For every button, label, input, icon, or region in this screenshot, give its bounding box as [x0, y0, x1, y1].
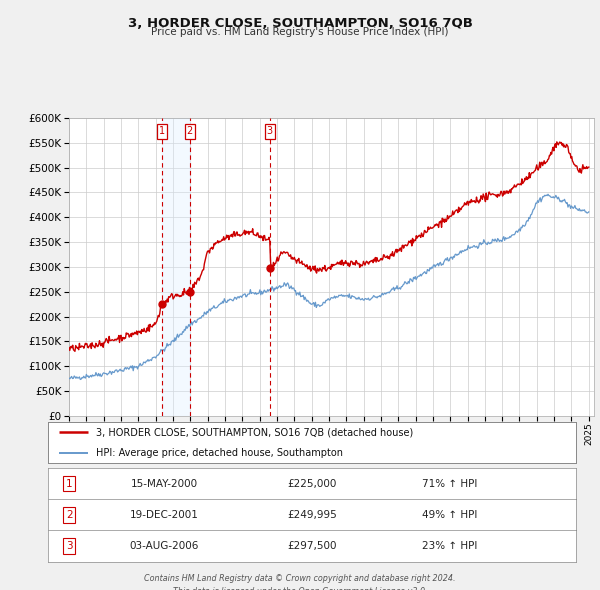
Text: HPI: Average price, detached house, Southampton: HPI: Average price, detached house, Sout… — [95, 448, 343, 458]
Text: 19-DEC-2001: 19-DEC-2001 — [130, 510, 199, 520]
Text: Price paid vs. HM Land Registry's House Price Index (HPI): Price paid vs. HM Land Registry's House … — [151, 27, 449, 37]
Text: 15-MAY-2000: 15-MAY-2000 — [131, 478, 198, 489]
Text: 1: 1 — [159, 126, 165, 136]
Bar — [162, 118, 190, 416]
Text: 3, HORDER CLOSE, SOUTHAMPTON, SO16 7QB: 3, HORDER CLOSE, SOUTHAMPTON, SO16 7QB — [128, 17, 472, 30]
Text: Contains HM Land Registry data © Crown copyright and database right 2024.: Contains HM Land Registry data © Crown c… — [144, 574, 456, 583]
Text: 2: 2 — [187, 126, 193, 136]
Text: 23% ↑ HPI: 23% ↑ HPI — [422, 541, 477, 551]
Text: 49% ↑ HPI: 49% ↑ HPI — [422, 510, 477, 520]
Text: 3, HORDER CLOSE, SOUTHAMPTON, SO16 7QB (detached house): 3, HORDER CLOSE, SOUTHAMPTON, SO16 7QB (… — [95, 427, 413, 437]
Text: 71% ↑ HPI: 71% ↑ HPI — [422, 478, 477, 489]
Text: 2: 2 — [66, 510, 73, 520]
Text: £225,000: £225,000 — [287, 478, 337, 489]
Text: 03-AUG-2006: 03-AUG-2006 — [130, 541, 199, 551]
Text: 3: 3 — [267, 126, 273, 136]
Text: 1: 1 — [66, 478, 73, 489]
Text: 3: 3 — [66, 541, 73, 551]
Text: This data is licensed under the Open Government Licence v3.0.: This data is licensed under the Open Gov… — [173, 587, 427, 590]
Text: £297,500: £297,500 — [287, 541, 337, 551]
Text: £249,995: £249,995 — [287, 510, 337, 520]
